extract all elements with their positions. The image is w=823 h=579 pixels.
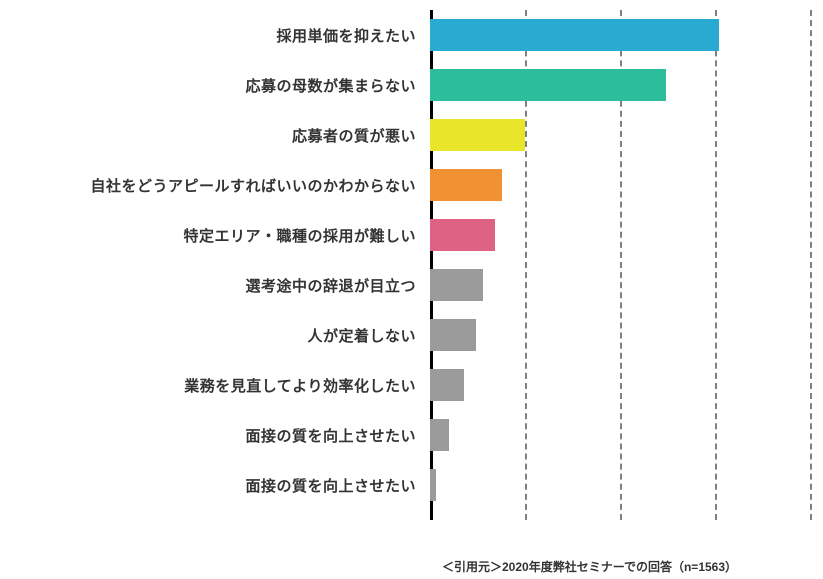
- bar-label: 面接の質を向上させたい: [0, 425, 430, 446]
- plot-cell: [430, 310, 810, 360]
- bar-label: 特定エリア・職種の採用が難しい: [0, 225, 430, 246]
- plot-cell: [430, 410, 810, 460]
- bar: [430, 419, 449, 451]
- bar: [430, 369, 464, 401]
- plot-cell: [430, 110, 810, 160]
- bar: [430, 469, 436, 501]
- bar: [430, 269, 483, 301]
- chart-row: 面接の質を向上させたい: [0, 410, 823, 460]
- chart-row: 業務を見直してより効率化したい: [0, 360, 823, 410]
- source-note: ＜引用元＞2020年度弊社セミナーでの回答（n=1563）: [442, 558, 737, 575]
- bar-label: 選考途中の辞退が目立つ: [0, 275, 430, 296]
- chart-row: 応募者の質が悪い: [0, 110, 823, 160]
- chart-row: 選考途中の辞退が目立つ: [0, 260, 823, 310]
- bar: [430, 19, 719, 51]
- plot-cell: [430, 10, 810, 60]
- bar-chart: 採用単価を抑えたい応募の母数が集まらない応募者の質が悪い自社をどうアピールすれば…: [0, 10, 823, 510]
- chart-row: 自社をどうアピールすればいいのかわからない: [0, 160, 823, 210]
- plot-cell: [430, 460, 810, 510]
- bar-label: 人が定着しない: [0, 325, 430, 346]
- bar-label: 業務を見直してより効率化したい: [0, 375, 430, 396]
- chart-row: 採用単価を抑えたい: [0, 10, 823, 60]
- bar: [430, 69, 666, 101]
- plot-cell: [430, 360, 810, 410]
- bar: [430, 219, 495, 251]
- plot-cell: [430, 160, 810, 210]
- bar-label: 応募者の質が悪い: [0, 125, 430, 146]
- chart-row: 人が定着しない: [0, 310, 823, 360]
- bar-label: 自社をどうアピールすればいいのかわからない: [0, 175, 430, 196]
- chart-row: 応募の母数が集まらない: [0, 60, 823, 110]
- chart-row: 面接の質を向上させたい: [0, 460, 823, 510]
- bar: [430, 319, 476, 351]
- plot-cell: [430, 210, 810, 260]
- plot-cell: [430, 60, 810, 110]
- bar-label: 応募の母数が集まらない: [0, 75, 430, 96]
- bar-label: 採用単価を抑えたい: [0, 25, 430, 46]
- plot-cell: [430, 260, 810, 310]
- bar: [430, 119, 525, 151]
- bar-label: 面接の質を向上させたい: [0, 475, 430, 496]
- bar: [430, 169, 502, 201]
- chart-row: 特定エリア・職種の採用が難しい: [0, 210, 823, 260]
